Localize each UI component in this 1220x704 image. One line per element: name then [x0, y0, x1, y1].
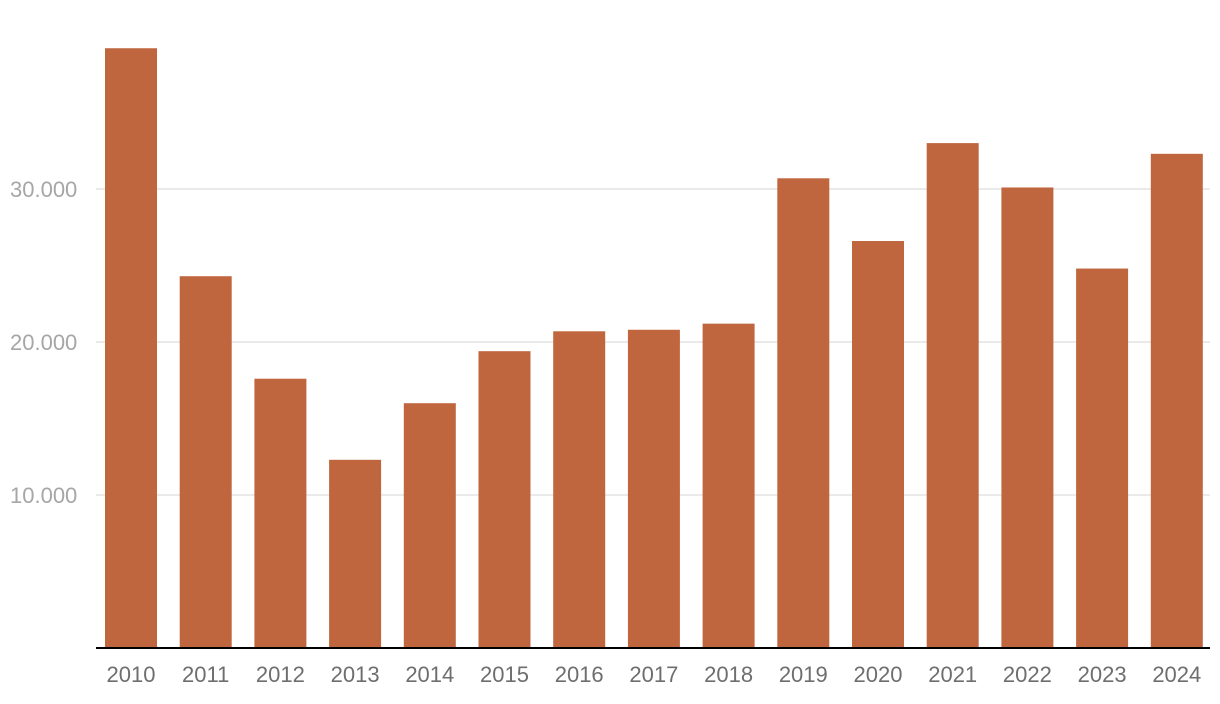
bar-2013: [329, 459, 382, 648]
bar-2011: [179, 276, 232, 648]
x-tick-label: 2017: [629, 662, 678, 687]
x-tick-label: 2015: [480, 662, 529, 687]
x-tick-label: 2011: [182, 662, 229, 687]
y-axis-ticks: 10.000 20.000 30.000: [10, 177, 77, 508]
bars: [105, 48, 1203, 649]
x-tick-label: 2016: [555, 662, 604, 687]
x-tick-label: 2014: [405, 662, 454, 687]
x-tick-label: 2021: [928, 662, 977, 687]
x-tick-label: 2010: [107, 662, 156, 687]
y-tick-label: 10.000: [10, 483, 77, 508]
x-tick-label: 2024: [1152, 662, 1201, 687]
y-tick-label: 20.000: [10, 330, 77, 355]
bar-2010: [105, 48, 157, 649]
bar-2022: [1001, 187, 1054, 648]
y-tick-label: 30.000: [10, 177, 77, 202]
x-tick-label: 2012: [256, 662, 305, 687]
x-tick-label: 2018: [704, 662, 753, 687]
bar-2020: [852, 241, 904, 648]
bar-2024: [1150, 153, 1203, 648]
bar-2019: [777, 178, 830, 649]
bar-2018: [702, 323, 755, 648]
x-tick-label: 2019: [779, 662, 828, 687]
bar-2012: [254, 378, 307, 648]
x-axis-ticks: 2010 2011 2012 2013 2014 2015 2016 2017 2018 2019…: [107, 662, 1202, 687]
x-tick-label: 2023: [1078, 662, 1127, 687]
x-tick-label: 2013: [331, 662, 380, 687]
bar-2021: [926, 143, 979, 648]
bar-2014: [403, 403, 456, 648]
x-tick-label: 2020: [854, 662, 903, 687]
x-tick-label: 2022: [1003, 662, 1052, 687]
bar-2023: [1076, 268, 1129, 648]
bar-2017: [627, 329, 680, 648]
bar-2015: [478, 351, 531, 648]
bar-2016: [553, 331, 606, 648]
